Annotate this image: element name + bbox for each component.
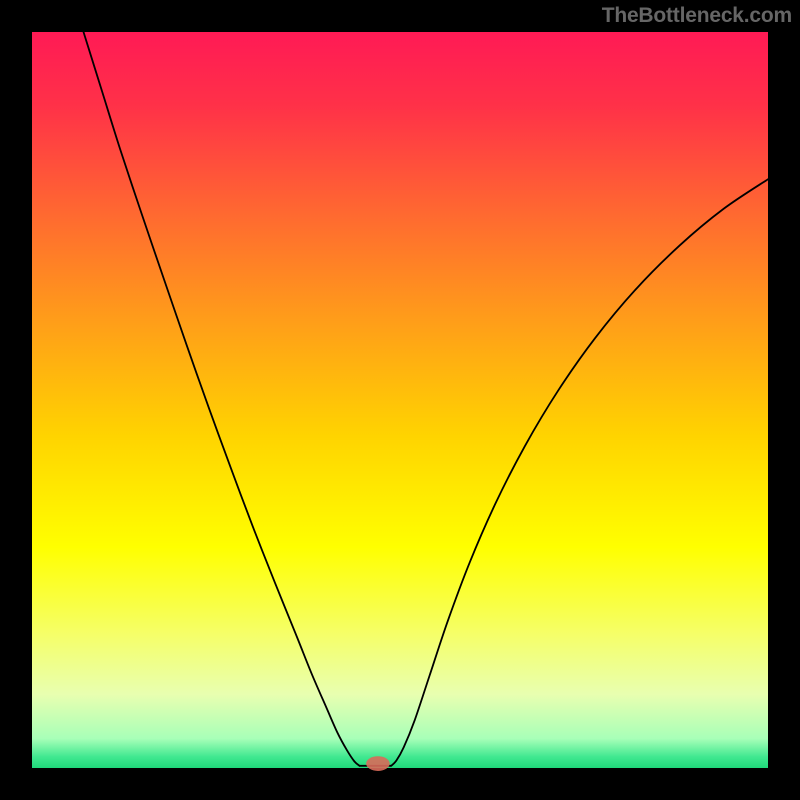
bottleneck-curve-plot <box>0 0 800 800</box>
chart-container: TheBottleneck.com <box>0 0 800 800</box>
plot-gradient-background <box>32 32 768 768</box>
optimum-marker <box>366 756 390 771</box>
watermark-text: TheBottleneck.com <box>602 4 792 28</box>
